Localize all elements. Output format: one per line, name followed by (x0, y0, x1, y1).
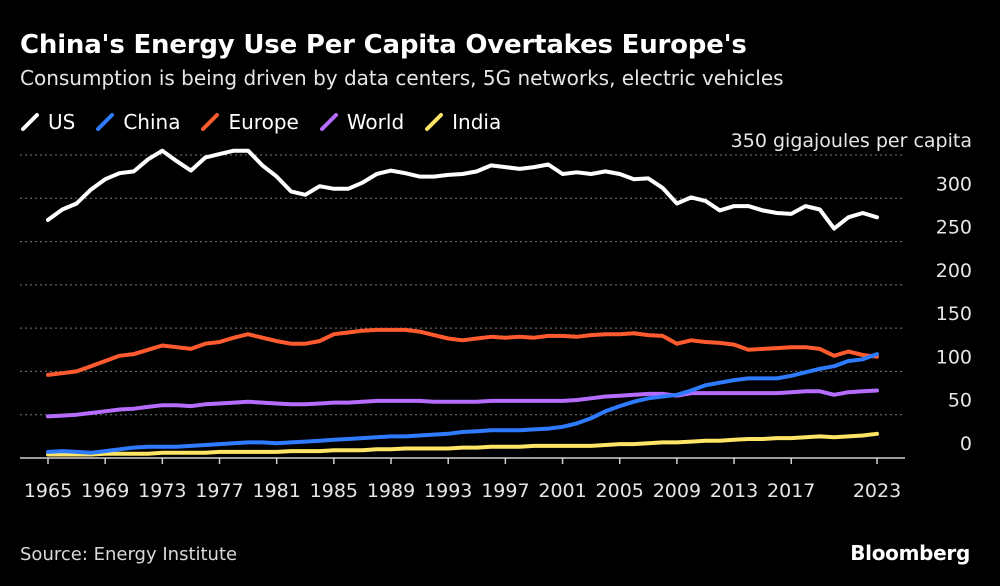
source-note: Source: Energy Institute (20, 544, 238, 565)
series-line-europe (46, 327, 879, 377)
series-line-world (46, 388, 879, 419)
x-tick-label-2001: 2001 (538, 480, 586, 502)
series-line-china (46, 352, 879, 455)
y-tick-label-300: 300 (936, 173, 972, 195)
y-tick-label-100: 100 (936, 346, 972, 368)
y-tick-label-350: 350 gigajoules per capita (731, 130, 972, 152)
y-tick-label-250: 250 (936, 217, 972, 239)
x-tick-label-1965: 1965 (24, 480, 72, 502)
x-tick-label-1997: 1997 (481, 480, 529, 502)
legend-item-world: World (319, 110, 404, 134)
x-tick-label-1985: 1985 (310, 480, 358, 502)
x-tick-label-2009: 2009 (653, 480, 701, 502)
legend-swatch-world (319, 113, 338, 131)
chart-title: China's Energy Use Per Capita Overtakes … (20, 30, 747, 60)
legend-label-us: US (48, 110, 76, 134)
x-tick-label-1977: 1977 (195, 480, 243, 502)
legend-swatch-us (21, 113, 39, 131)
x-tick-label-1981: 1981 (253, 480, 301, 502)
legend-item-europe: Europe (200, 110, 299, 134)
y-tick-label-200: 200 (936, 260, 972, 282)
x-tick-label-1969: 1969 (81, 480, 129, 502)
legend-swatch-india (425, 113, 444, 131)
x-tick-label-2023: 2023 (853, 480, 901, 502)
legend-label-india: India (452, 110, 502, 134)
legend-label-europe: Europe (228, 110, 299, 134)
y-tick-label-150: 150 (936, 303, 972, 325)
x-tick-label-1993: 1993 (424, 480, 472, 502)
x-tick-label-1973: 1973 (138, 480, 186, 502)
legend-swatch-europe (201, 113, 220, 131)
legend-item-us: US (20, 110, 75, 134)
legend-label-china: China (123, 110, 181, 134)
y-tick-label-0: 0 (960, 433, 972, 455)
chart-subtitle: Consumption is being driven by data cent… (20, 66, 784, 90)
x-tick-label-2013: 2013 (710, 480, 758, 502)
series-line-us (46, 148, 879, 231)
x-tick-label-2017: 2017 (767, 480, 815, 502)
legend-label-world: World (346, 110, 405, 134)
y-tick-label-50: 50 (948, 390, 972, 412)
legend-item-china: China (95, 110, 180, 134)
legend: US China Europe World India (20, 110, 501, 134)
bloomberg-logo: Bloomberg (850, 541, 970, 565)
x-tick-label-1989: 1989 (367, 480, 415, 502)
series-line-india (46, 431, 879, 457)
legend-swatch-china (96, 113, 115, 131)
legend-item-india: India (424, 110, 501, 134)
x-tick-label-2005: 2005 (596, 480, 644, 502)
